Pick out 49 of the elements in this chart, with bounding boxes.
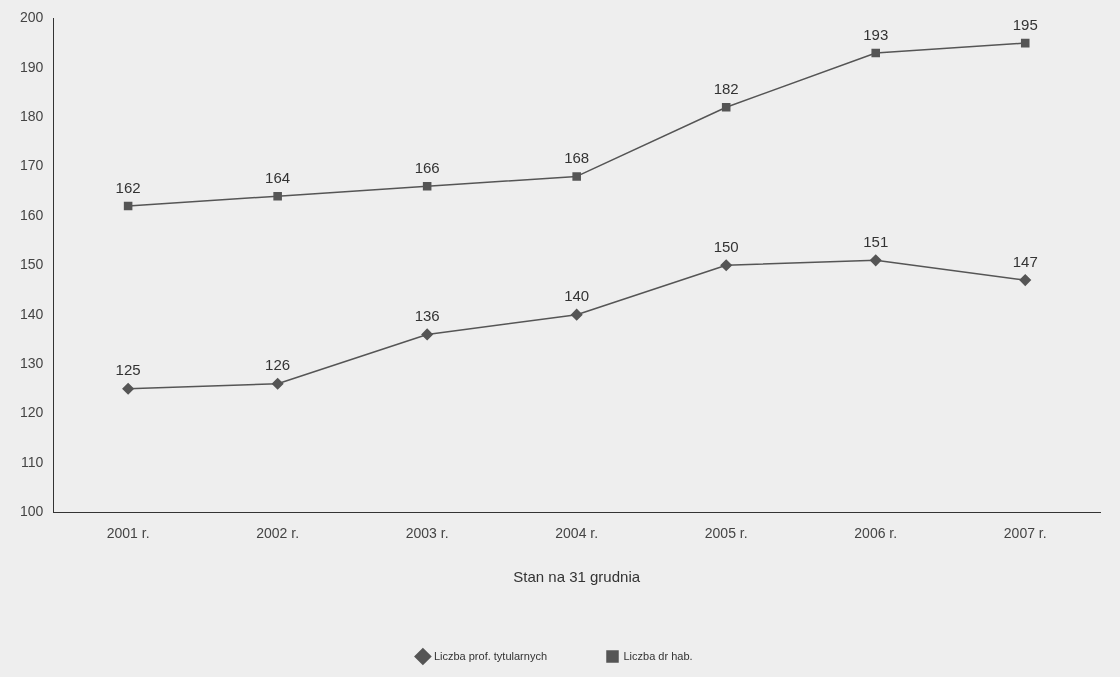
- point: [721, 103, 731, 112]
- y-tick-label: 150: [20, 256, 44, 273]
- y-tick-label: 160: [20, 206, 44, 223]
- data-label: 151: [863, 233, 889, 250]
- point: [271, 378, 284, 390]
- data-label: 164: [265, 168, 291, 186]
- data-label: 125: [115, 361, 141, 379]
- data-label: 166: [414, 158, 440, 176]
- point: [570, 308, 583, 321]
- y-tick-label: 100: [20, 503, 44, 520]
- x-tick-label: 2001 r.: [106, 525, 150, 542]
- x-tick-label: 2003 r.: [405, 525, 449, 542]
- data-label: 147: [1012, 252, 1038, 270]
- data-label: 162: [115, 178, 141, 196]
- point: [1020, 38, 1030, 48]
- point: [1019, 274, 1031, 286]
- data-label: 136: [414, 307, 440, 325]
- x-tick-label: 2007 r.: [1003, 525, 1047, 542]
- y-tick-label: 180: [20, 108, 44, 125]
- data-label: 126: [265, 356, 291, 374]
- point: [869, 254, 882, 267]
- data-label: 195: [1012, 15, 1038, 33]
- point: [123, 201, 133, 211]
- y-tick-label: 170: [20, 157, 44, 174]
- x-tick-label: 2006 r.: [854, 525, 898, 542]
- data-label: 168: [564, 149, 590, 167]
- y-tick-label: 130: [20, 354, 44, 371]
- point: [422, 182, 432, 191]
- y-tick-label: 140: [20, 305, 44, 322]
- point: [871, 48, 881, 58]
- y-tick-label: 200: [20, 9, 44, 26]
- x-axis-title: Stan na 31 grudnia: [513, 568, 641, 586]
- data-label: 150: [713, 237, 739, 255]
- x-tick-label: 2004 r.: [555, 525, 599, 542]
- point: [720, 259, 732, 272]
- legend-label: Liczba dr hab.: [623, 649, 693, 662]
- y-tick-label: 120: [20, 404, 44, 421]
- data-label: 193: [863, 25, 889, 43]
- y-tick-label: 190: [20, 58, 44, 75]
- data-label: 140: [564, 287, 590, 305]
- legend-label: Liczba prof. tytularnych: [433, 649, 548, 662]
- point: [572, 172, 581, 181]
- y-tick-label: 110: [21, 453, 44, 470]
- x-tick-label: 2005 r.: [704, 525, 748, 542]
- point: [122, 383, 134, 395]
- data-label: 182: [713, 79, 739, 97]
- point: [273, 191, 282, 201]
- point: [421, 328, 433, 341]
- x-tick-label: 2002 r.: [256, 525, 300, 542]
